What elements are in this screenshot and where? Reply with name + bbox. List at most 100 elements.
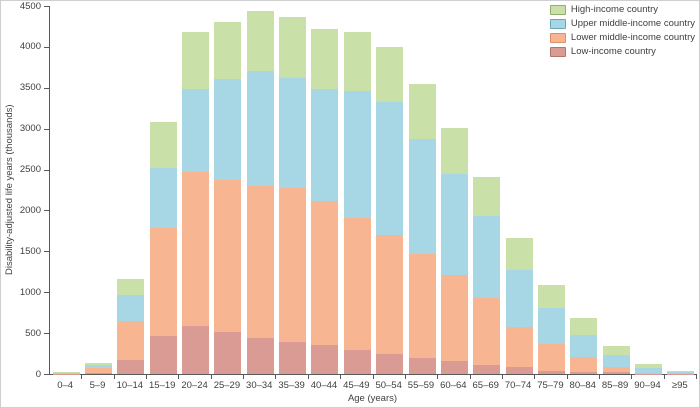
bar-segment [52,373,80,374]
x-axis-tick [81,375,83,379]
y-axis-tick [44,128,49,130]
x-axis-tick [534,375,536,379]
x-tick-label: 55–59 [407,380,435,391]
bar-0–4 [52,372,80,374]
legend-swatch-icon [549,5,566,15]
x-tick-label: 60–64 [440,380,467,391]
bar-segment [570,371,598,374]
bar-segment [440,127,468,175]
y-axis-tick [44,333,49,335]
bar-segment [537,370,565,374]
bar-segment [505,327,533,368]
bar-segment [376,102,404,235]
x-axis-tick [437,375,439,379]
x-tick-label: 85–89 [601,380,629,391]
bar-segment [182,31,210,89]
legend-item: High-income country [549,4,695,15]
bar-80–84 [570,317,598,374]
bar-segment [149,167,177,229]
x-tick-label: ≥95 [671,380,688,391]
bar-segment [279,342,307,374]
bar-segment [117,295,145,321]
bar-segment [602,371,630,374]
bar-segment [440,360,468,374]
y-tick-label: 3000 [19,123,41,135]
x-tick-label: 35–39 [278,380,305,391]
bar-segment [117,279,145,296]
bar-segment [343,32,371,92]
bar-segment [311,344,339,374]
x-tick-label: 15–19 [149,380,176,391]
bar-segment [279,17,307,78]
y-axis-tick [44,251,49,253]
y-axis-tick [44,169,49,171]
y-tick-label: 4000 [19,41,41,53]
x-tick-label: 25–29 [213,380,241,391]
x-axis-tick [501,375,503,379]
bar-segment [505,367,533,374]
bar-5–9 [85,362,113,374]
bar-segment [473,215,501,298]
plot-area [49,6,697,375]
y-tick-label: 4500 [19,0,41,12]
bar-segment [149,122,177,168]
bar-10–14 [117,279,145,374]
bar-segment [343,349,371,374]
x-axis-tick [146,375,148,379]
x-tick-label: 50–54 [375,380,402,391]
bar-segment [505,269,533,327]
bar-20–24 [182,31,210,374]
bar-segment [537,343,565,371]
x-tick-label: 45–49 [343,380,370,391]
bar-30–34 [246,10,274,374]
y-tick-label: 0 [35,368,41,380]
bar-segment [85,372,113,374]
y-tick-label: 1000 [19,286,41,298]
bar-segment [634,372,662,374]
bar-segment [246,71,274,186]
y-axis-tick [44,292,49,294]
bar-40–44 [311,28,339,374]
bar-50–54 [376,46,404,374]
bar-segment [376,234,404,354]
bar-segment [602,367,630,372]
legend-label: Lower middle-income country [570,32,695,43]
x-tick-label: 30–34 [246,380,273,391]
x-axis-tick [372,375,374,379]
bar-segment [602,346,630,356]
bar-85–89 [602,346,630,374]
y-axis-tick [44,46,49,48]
x-axis-tick [404,375,406,379]
bar-segment [473,297,501,365]
x-axis-tick [113,375,115,379]
x-axis-tick [598,375,600,379]
bar-segment [376,46,404,103]
bar-70–74 [505,237,533,374]
y-axis-tick [44,374,49,375]
y-axis-tick [44,210,49,212]
bar-segment [246,185,274,339]
legend-label: Upper middle-income country [570,18,695,29]
x-axis-tick [307,375,309,379]
y-tick-label: 3500 [19,82,41,94]
legend-item: Low-income country [549,47,695,57]
bar-segment [311,201,339,345]
x-tick-label: 5–9 [89,380,106,391]
bar-35–39 [279,17,307,374]
bar-≥95 [667,370,695,374]
bar-segment [634,363,662,368]
x-axis-tick [696,375,697,379]
x-tick-label: 0–4 [57,380,74,391]
x-axis-tick [469,375,471,379]
x-axis-tick [178,375,180,379]
bar-segment [117,320,145,360]
bar-25–29 [214,21,242,374]
bar-segment [570,334,598,357]
bar-segment [408,358,436,374]
x-tick-label: 80–84 [569,380,596,391]
bar-75–79 [537,284,565,374]
bar-segment [537,284,565,308]
bar-segment [570,317,598,335]
legend-label: High-income country [570,4,659,15]
legend-swatch-icon [549,47,566,57]
